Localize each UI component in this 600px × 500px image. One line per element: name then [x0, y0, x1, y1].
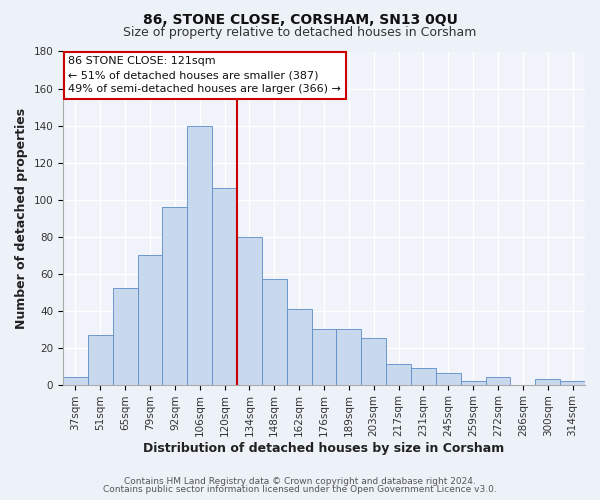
Bar	[337, 329, 361, 384]
Bar	[436, 374, 461, 384]
Bar	[386, 364, 411, 384]
Y-axis label: Number of detached properties: Number of detached properties	[15, 108, 28, 328]
Bar	[461, 381, 485, 384]
Bar	[163, 207, 187, 384]
Bar	[485, 377, 511, 384]
Text: Size of property relative to detached houses in Corsham: Size of property relative to detached ho…	[124, 26, 476, 39]
Text: 86, STONE CLOSE, CORSHAM, SN13 0QU: 86, STONE CLOSE, CORSHAM, SN13 0QU	[143, 12, 457, 26]
Bar	[535, 379, 560, 384]
Bar	[411, 368, 436, 384]
Bar	[262, 279, 287, 384]
Bar	[137, 255, 163, 384]
Text: Contains public sector information licensed under the Open Government Licence v3: Contains public sector information licen…	[103, 485, 497, 494]
Bar	[237, 236, 262, 384]
Bar	[187, 126, 212, 384]
Bar	[113, 288, 137, 384]
Bar	[88, 334, 113, 384]
Bar	[361, 338, 386, 384]
X-axis label: Distribution of detached houses by size in Corsham: Distribution of detached houses by size …	[143, 442, 505, 455]
Bar	[287, 308, 311, 384]
Text: 86 STONE CLOSE: 121sqm
← 51% of detached houses are smaller (387)
49% of semi-de: 86 STONE CLOSE: 121sqm ← 51% of detached…	[68, 56, 341, 94]
Bar	[560, 381, 585, 384]
Bar	[212, 188, 237, 384]
Text: Contains HM Land Registry data © Crown copyright and database right 2024.: Contains HM Land Registry data © Crown c…	[124, 477, 476, 486]
Bar	[311, 329, 337, 384]
Bar	[63, 377, 88, 384]
